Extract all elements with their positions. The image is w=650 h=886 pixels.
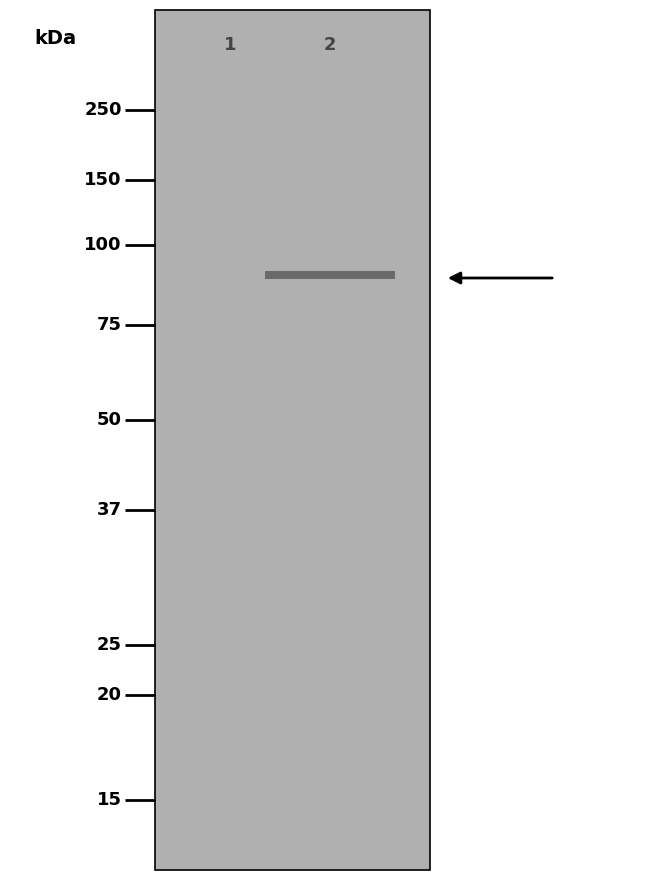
Text: 50: 50 [97, 411, 122, 429]
Text: 100: 100 [84, 236, 122, 254]
Text: 37: 37 [97, 501, 122, 519]
Text: 25: 25 [97, 636, 122, 654]
Text: 150: 150 [84, 171, 122, 189]
Text: kDa: kDa [34, 28, 76, 48]
Text: 2: 2 [324, 36, 336, 54]
Text: 1: 1 [224, 36, 236, 54]
Text: 75: 75 [97, 316, 122, 334]
Text: 20: 20 [97, 686, 122, 704]
Bar [155, 10, 430, 870]
Text: 250: 250 [84, 101, 122, 119]
Text: 15: 15 [97, 791, 122, 809]
Bar [265, 271, 395, 279]
